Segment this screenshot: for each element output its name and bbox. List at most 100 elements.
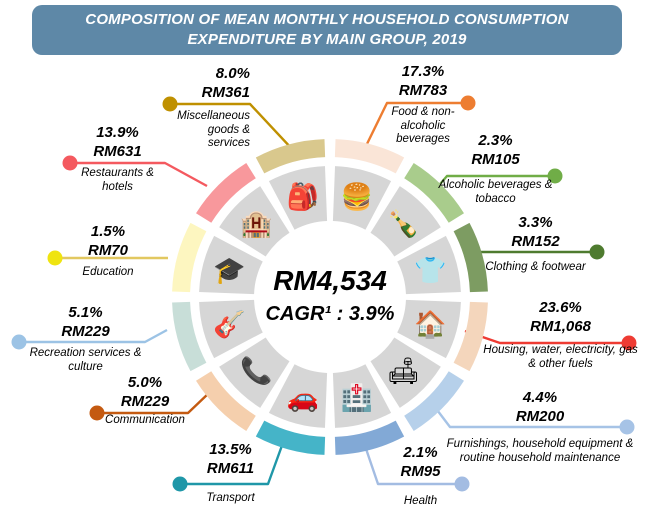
transport-inner-segment <box>268 364 328 428</box>
food-inner-segment <box>332 166 392 230</box>
percent-housing: 23.6% <box>539 299 582 316</box>
transport-dot <box>172 476 188 492</box>
restaurants-dot <box>62 155 78 171</box>
callout-food: 17.3% RM783 Food & non-alcoholic beverages <box>358 62 488 147</box>
callout-housing: 23.6% RM1,068 Housing, water, electricity,… <box>478 298 643 371</box>
percent-recreation: 5.1% <box>68 304 103 321</box>
misc-dot <box>162 96 178 112</box>
callout-education: 1.5% RM70 Education <box>62 222 154 280</box>
percent-education: 1.5% <box>90 223 126 240</box>
communication-arc-segment <box>196 371 256 431</box>
health-inner-segment <box>332 364 392 428</box>
callout-transport: 13.5% RM611 Transport <box>188 440 273 506</box>
percent-health: 2.1% <box>403 444 438 461</box>
name-health: Health <box>403 495 438 507</box>
name-food: Food & non-alcoholic beverages <box>391 106 455 145</box>
name-restaurants: Restaurants & hotels <box>81 167 154 193</box>
restaurants-inner-segment <box>219 186 290 257</box>
name-education: Education <box>82 266 134 278</box>
alcoholic-arc-segment <box>404 163 464 223</box>
food-icon: 🍔 <box>341 182 373 212</box>
clothing-inner-segment <box>397 235 461 295</box>
callout-recreation: 5.1% RM229 Recreation services & culture <box>28 303 143 374</box>
value-communication: RM229 <box>120 393 170 410</box>
percent-furnishings: 4.4% <box>522 389 558 406</box>
value-housing: RM1,068 <box>530 318 591 335</box>
total-expenditure-value: RM4,534 <box>273 265 387 296</box>
donut-center: RM4,534 CAGR¹ : 3.9% <box>205 265 455 326</box>
clothing-icon: 👕 <box>414 255 446 285</box>
furnishings-arc-segment <box>404 371 464 431</box>
health-leader-line <box>360 436 462 486</box>
restaurants-hotels-icon: 🏨 <box>240 208 272 239</box>
transport-leader-line <box>180 439 286 486</box>
education-dot <box>47 250 63 266</box>
education-arc-segment <box>172 222 207 293</box>
restaurants-arc-segment <box>196 163 256 223</box>
callout-health: 2.1% RM95 Health <box>378 443 463 509</box>
name-transport: Transport <box>206 492 255 504</box>
health-icon: 🏥 <box>341 382 373 412</box>
callout-clothing: 3.3% RM152 Clothing & footwear <box>478 213 593 275</box>
name-clothing: Clothing & footwear <box>485 261 586 273</box>
value-misc: RM361 <box>201 84 250 101</box>
clothing-arc-segment <box>453 222 488 293</box>
percent-clothing: 3.3% <box>518 214 553 231</box>
furnishings-icon: 🛋 <box>387 356 420 386</box>
misc-leader-line <box>170 102 294 151</box>
transport-arc-segment <box>255 420 326 455</box>
name-housing: Housing, water, electricity, gas & other… <box>483 344 638 370</box>
percent-transport: 13.5% <box>209 441 252 458</box>
food-leader-line <box>363 101 468 149</box>
transport-icon: 🚗 <box>287 382 319 412</box>
percent-alcoholic: 2.3% <box>478 132 513 149</box>
health-dot <box>454 476 470 492</box>
alcoholic-inner-segment <box>370 186 441 257</box>
callout-communication: 5.0% RM229 Communication <box>90 373 200 428</box>
percent-restaurants: 13.9% <box>96 124 139 141</box>
communication-dot <box>89 405 105 421</box>
value-alcoholic: RM105 <box>471 151 520 168</box>
communication-inner-segment <box>219 337 290 408</box>
callout-furnishings: 4.4% RM200 Furnishings, household equipmen… <box>435 388 645 465</box>
furnishings-dot <box>619 419 635 435</box>
recreation-inner-segment <box>199 299 263 359</box>
value-furnishings: RM200 <box>515 408 565 425</box>
housing-dot <box>621 335 637 351</box>
percent-communication: 5.0% <box>127 374 163 391</box>
recreation-dot <box>11 334 27 350</box>
name-recreation: Recreation services & culture <box>29 347 142 373</box>
percent-misc: 8.0% <box>215 65 250 82</box>
name-misc: Miscellaneous goods & services <box>177 110 250 149</box>
housing-arc-segment <box>453 301 488 372</box>
value-education: RM70 <box>87 242 128 259</box>
value-health: RM95 <box>400 463 441 480</box>
value-transport: RM611 <box>206 460 255 477</box>
recreation-icon: 🎸 <box>213 309 245 340</box>
value-restaurants: RM631 <box>93 143 142 160</box>
education-inner-segment <box>199 235 263 295</box>
misc-inner-segment <box>268 166 328 230</box>
callout-restaurants: 13.9% RM631 Restaurants & hotels <box>70 123 165 194</box>
alcoholic-dot <box>547 168 563 184</box>
clothing-dot <box>589 244 605 260</box>
cagr-value: CAGR¹ : 3.9% <box>265 302 395 325</box>
housing-inner-segment <box>397 299 461 359</box>
housing-icon: 🏠 <box>414 309 446 339</box>
education-icon: 🎓 <box>213 255 245 285</box>
food-arc-segment <box>334 139 405 174</box>
alcohol-tobacco-icon: 🍾 <box>387 208 419 238</box>
value-recreation: RM229 <box>61 323 110 340</box>
furnishings-inner-segment <box>370 337 441 408</box>
misc-goods-icon: 🎒 <box>287 182 319 213</box>
callout-misc: 8.0% RM361 Miscellaneous goods & services <box>150 64 250 151</box>
percent-food: 17.3% <box>401 63 445 80</box>
value-clothing: RM152 <box>511 233 560 250</box>
name-communication: Communication <box>105 414 185 426</box>
callout-alcoholic: 2.3% RM105 Alcoholic beverages & tobacco <box>428 131 563 206</box>
page-title: COMPOSITION OF MEAN MONTHLY HOUSEHOLD CO… <box>85 10 569 48</box>
health-arc-segment <box>334 420 405 455</box>
misc-arc-segment <box>255 139 326 174</box>
